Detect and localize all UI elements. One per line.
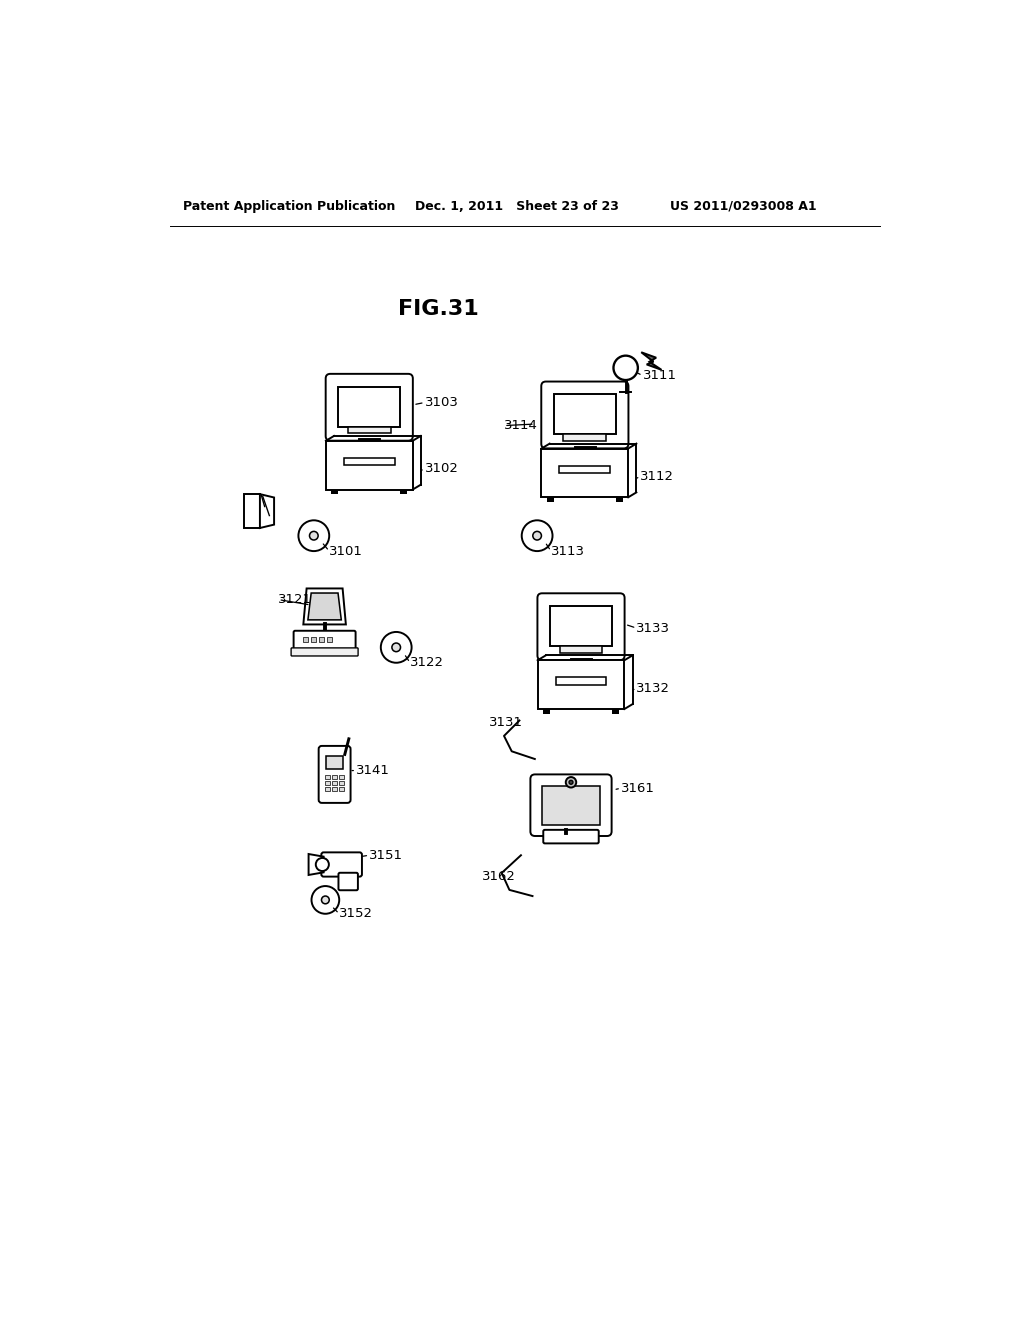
Bar bbox=[563, 434, 606, 441]
Circle shape bbox=[392, 643, 400, 652]
Text: 3132: 3132 bbox=[637, 681, 671, 694]
Circle shape bbox=[613, 355, 638, 380]
Text: 3131: 3131 bbox=[488, 715, 522, 729]
Text: 3103: 3103 bbox=[425, 396, 459, 409]
Text: 3162: 3162 bbox=[482, 870, 516, 883]
Text: 3161: 3161 bbox=[621, 781, 655, 795]
Text: 3122: 3122 bbox=[410, 656, 444, 669]
FancyBboxPatch shape bbox=[530, 775, 611, 836]
Bar bbox=[318, 638, 324, 643]
Text: 3101: 3101 bbox=[330, 545, 364, 557]
Bar bbox=[326, 787, 330, 791]
FancyBboxPatch shape bbox=[322, 853, 361, 876]
Bar bbox=[547, 498, 554, 502]
Bar bbox=[400, 490, 408, 494]
FancyBboxPatch shape bbox=[326, 374, 413, 441]
Bar bbox=[332, 781, 337, 785]
Bar bbox=[327, 638, 332, 643]
Bar bbox=[332, 490, 338, 494]
FancyBboxPatch shape bbox=[542, 449, 629, 498]
Bar bbox=[348, 426, 391, 433]
Bar bbox=[542, 785, 600, 825]
Text: 3113: 3113 bbox=[551, 545, 585, 557]
Text: 3152: 3152 bbox=[339, 907, 373, 920]
Bar bbox=[550, 606, 612, 645]
Polygon shape bbox=[260, 494, 274, 528]
Text: 3114: 3114 bbox=[504, 418, 538, 432]
Bar bbox=[339, 787, 344, 791]
Bar bbox=[559, 466, 610, 473]
Bar bbox=[326, 781, 330, 785]
Text: 3112: 3112 bbox=[640, 470, 674, 483]
Bar bbox=[556, 677, 606, 685]
Text: 3151: 3151 bbox=[370, 849, 403, 862]
FancyBboxPatch shape bbox=[291, 648, 358, 656]
Bar bbox=[543, 709, 550, 714]
Polygon shape bbox=[303, 589, 346, 624]
Text: FIG.31: FIG.31 bbox=[398, 298, 479, 318]
Polygon shape bbox=[245, 494, 260, 528]
Text: 3121: 3121 bbox=[279, 593, 312, 606]
Bar bbox=[332, 787, 337, 791]
FancyBboxPatch shape bbox=[318, 746, 350, 803]
Polygon shape bbox=[308, 854, 324, 875]
Bar bbox=[332, 775, 337, 779]
Text: 3133: 3133 bbox=[637, 622, 671, 635]
Circle shape bbox=[521, 520, 553, 552]
Text: 3111: 3111 bbox=[643, 370, 677, 381]
Bar bbox=[344, 458, 394, 466]
FancyBboxPatch shape bbox=[538, 660, 625, 709]
FancyBboxPatch shape bbox=[294, 631, 355, 651]
Bar bbox=[303, 638, 308, 643]
Polygon shape bbox=[308, 593, 341, 620]
FancyBboxPatch shape bbox=[542, 381, 629, 449]
Bar bbox=[339, 781, 344, 785]
Circle shape bbox=[569, 780, 573, 784]
FancyBboxPatch shape bbox=[538, 593, 625, 660]
Polygon shape bbox=[641, 352, 662, 370]
Bar bbox=[554, 395, 615, 434]
FancyBboxPatch shape bbox=[339, 873, 358, 890]
Text: Dec. 1, 2011   Sheet 23 of 23: Dec. 1, 2011 Sheet 23 of 23 bbox=[416, 199, 620, 213]
Bar bbox=[311, 638, 316, 643]
Bar bbox=[339, 775, 344, 779]
FancyBboxPatch shape bbox=[326, 441, 413, 490]
FancyBboxPatch shape bbox=[544, 830, 599, 843]
Bar bbox=[612, 709, 618, 714]
Circle shape bbox=[315, 858, 329, 871]
Circle shape bbox=[566, 777, 577, 788]
Text: 3102: 3102 bbox=[425, 462, 459, 475]
Circle shape bbox=[381, 632, 412, 663]
Bar bbox=[616, 498, 623, 502]
Bar bbox=[338, 387, 400, 426]
Bar bbox=[326, 756, 343, 770]
Circle shape bbox=[309, 532, 318, 540]
Bar bbox=[326, 775, 330, 779]
Circle shape bbox=[322, 896, 330, 904]
Text: Patent Application Publication: Patent Application Publication bbox=[183, 199, 395, 213]
Circle shape bbox=[311, 886, 339, 913]
Circle shape bbox=[532, 532, 542, 540]
Text: 3141: 3141 bbox=[356, 764, 390, 777]
Bar bbox=[559, 645, 602, 653]
Text: US 2011/0293008 A1: US 2011/0293008 A1 bbox=[670, 199, 816, 213]
Circle shape bbox=[298, 520, 330, 552]
